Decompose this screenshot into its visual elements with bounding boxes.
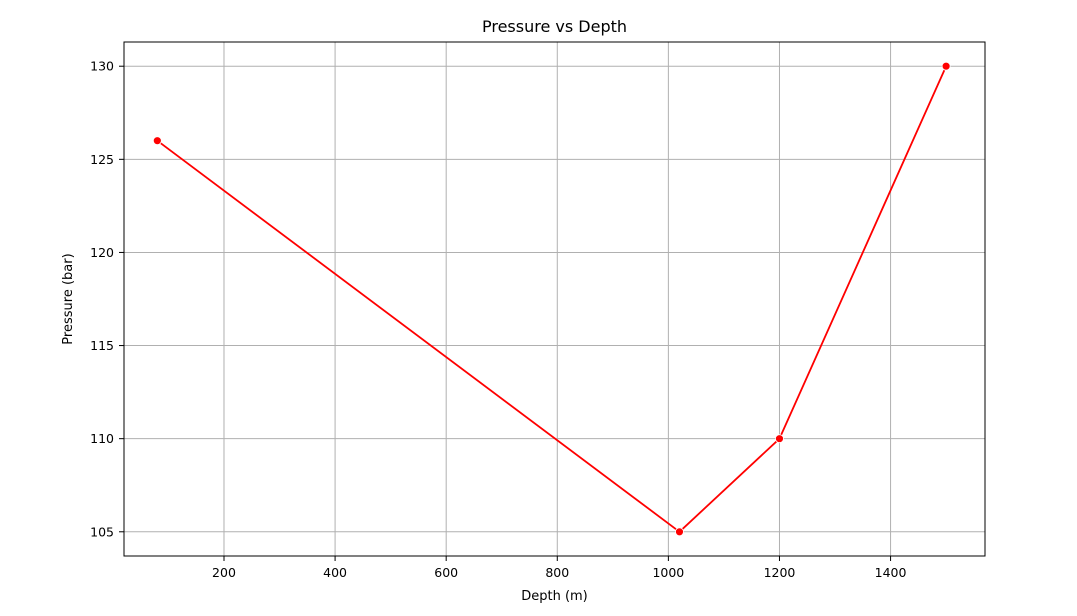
plot-frame xyxy=(123,41,986,557)
x-tick-label: 400 xyxy=(323,565,347,580)
x-tick-label: 1200 xyxy=(764,565,796,580)
data-point xyxy=(152,136,162,146)
x-tick-label: 200 xyxy=(212,565,236,580)
x-tick-label: 600 xyxy=(434,565,458,580)
data-point xyxy=(775,434,784,444)
data-point xyxy=(941,61,951,71)
series-layer xyxy=(152,61,951,537)
x-tick-label: 1000 xyxy=(652,565,684,580)
data-point xyxy=(675,527,684,537)
x-axis-label: Depth (m) xyxy=(521,589,588,604)
chart-title: Pressure vs Depth xyxy=(482,17,627,36)
axis-ticks: 200 400 600 800 1000 1200 1400 105 110 115 120 125 1… xyxy=(90,59,906,580)
y-tick-label: 105 xyxy=(90,524,114,539)
x-tick-label: 800 xyxy=(545,565,569,580)
series-line xyxy=(156,65,947,533)
y-axis-label: Pressure (bar) xyxy=(61,253,76,344)
x-tick-label: 1400 xyxy=(875,565,907,580)
y-tick-label: 125 xyxy=(90,152,114,167)
y-tick-label: 120 xyxy=(90,245,114,260)
y-tick-label: 130 xyxy=(90,59,114,74)
y-tick-label: 110 xyxy=(90,431,114,446)
grid xyxy=(124,42,985,556)
y-tick-label: 115 xyxy=(90,338,114,353)
